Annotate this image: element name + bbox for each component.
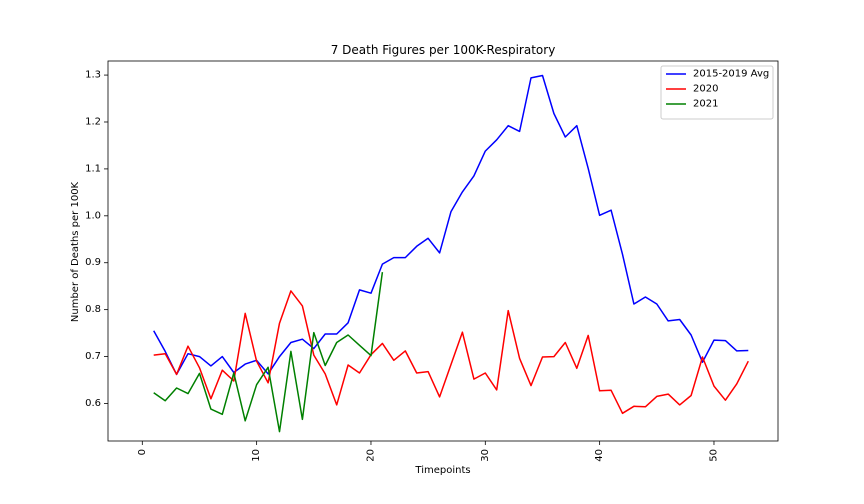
y-tick-label: 1.2 [85,116,101,127]
y-tick-label: 0.9 [85,257,101,268]
x-tick-label: 50 [709,449,720,462]
legend-label: 2021 [693,99,718,110]
series-line-2 [153,290,749,415]
y-tick-label: 0.7 [85,351,101,362]
series-line-3 [153,271,384,433]
y-tick-label: 1.0 [85,210,101,221]
y-axis-title: Number of Deaths per 100K [70,181,81,322]
series-line-1 [153,74,749,376]
axes-layer: 0 10 20 30 40 50 0.6 0.7 0.8 0.9 1.0 1.1 1.2 1.3 [85,60,779,462]
legend-box [660,65,774,120]
y-tick-label: 1.1 [85,163,101,174]
x-tick-label: 20 [366,449,377,462]
plot-frame [107,60,779,442]
x-tick-label: 40 [594,449,605,462]
x-tick-label: 0 [137,449,148,455]
y-tick-label: 0.6 [85,398,101,409]
chart-title: 7 Death Figures per 100K-Respiratory [331,43,556,57]
x-tick-label: 10 [251,449,262,462]
legend: 2015-2019 Avg 2020 2021 [660,65,774,120]
y-tick-label: 0.8 [85,304,101,315]
legend-label: 2015-2019 Avg [693,69,769,80]
y-tick-label: 1.3 [85,70,101,81]
x-axis-title: Timepoints [414,465,470,476]
series-layer [153,74,749,433]
x-tick-label: 30 [480,449,491,462]
legend-label: 2020 [693,84,718,95]
